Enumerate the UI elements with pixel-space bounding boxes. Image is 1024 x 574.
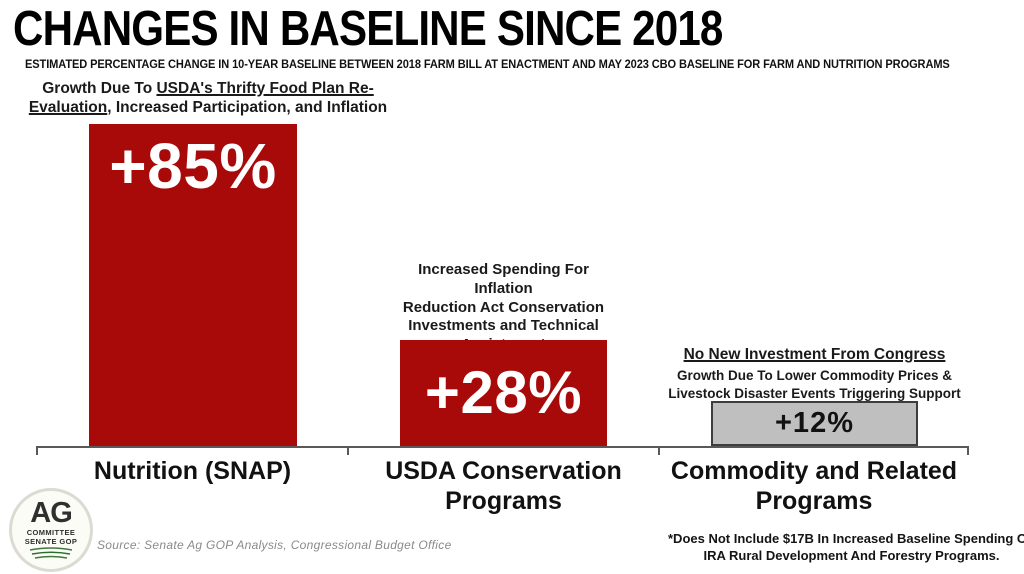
annotation-commodity-body: Growth Due To Lower Commodity Prices & L…: [668, 368, 961, 401]
x-axis-tick: [36, 446, 38, 455]
page-title: CHANGES IN BASELINE SINCE 2018: [13, 2, 723, 56]
source-attribution: Source: Senate Ag GOP Analysis, Congress…: [97, 538, 452, 552]
category-label-commodity: Commodity and Related Programs: [670, 457, 958, 515]
bar-nutrition-value-label: +85%: [109, 130, 277, 202]
annotation-nutrition: Growth Due To USDA's Thrifty Food Plan R…: [28, 80, 388, 118]
annotation-nutrition-suffix: , Increased Participation, and Inflation: [107, 98, 388, 116]
category-label-nutrition: Nutrition (SNAP): [93, 457, 292, 485]
x-axis-tick: [967, 446, 969, 455]
annotation-commodity: No New Investment From Congress Growth D…: [664, 346, 965, 402]
category-label-conservation: USDA Conservation Programs: [385, 457, 622, 515]
x-axis-tick: [347, 446, 349, 455]
annotation-nutrition-emphasis: USDA's Thrifty Food Plan Re-Evaluation: [28, 80, 374, 116]
bar-nutrition: +85%: [89, 124, 297, 446]
bar-commodity: +12%: [711, 401, 918, 446]
x-axis-tick: [658, 446, 660, 455]
annotation-conservation: Increased Spending For Inflation Reducti…: [402, 261, 605, 353]
footnote: *Does Not Include $17B In Increased Base…: [668, 531, 1024, 563]
page-subtitle: ESTIMATED PERCENTAGE CHANGE IN 10-YEAR B…: [25, 57, 950, 71]
logo-committee-text: COMMITTEE: [26, 528, 76, 538]
bar-commodity-value-label: +12%: [775, 407, 854, 439]
annotation-commodity-heading: No New Investment From Congress: [683, 346, 946, 363]
logo-acronym: AG: [30, 496, 72, 529]
annotation-nutrition-prefix: Growth Due To: [42, 80, 157, 97]
wheat-field-icon: [29, 547, 73, 559]
bar-conservation: +28%: [400, 340, 607, 446]
senate-ag-gop-logo: AG COMMITTEE SENATE GOP: [9, 488, 93, 572]
bar-conservation-value-label: +28%: [424, 359, 583, 426]
logo-senate-gop-text: SENATE GOP: [24, 537, 78, 547]
x-axis-line: [36, 446, 969, 448]
